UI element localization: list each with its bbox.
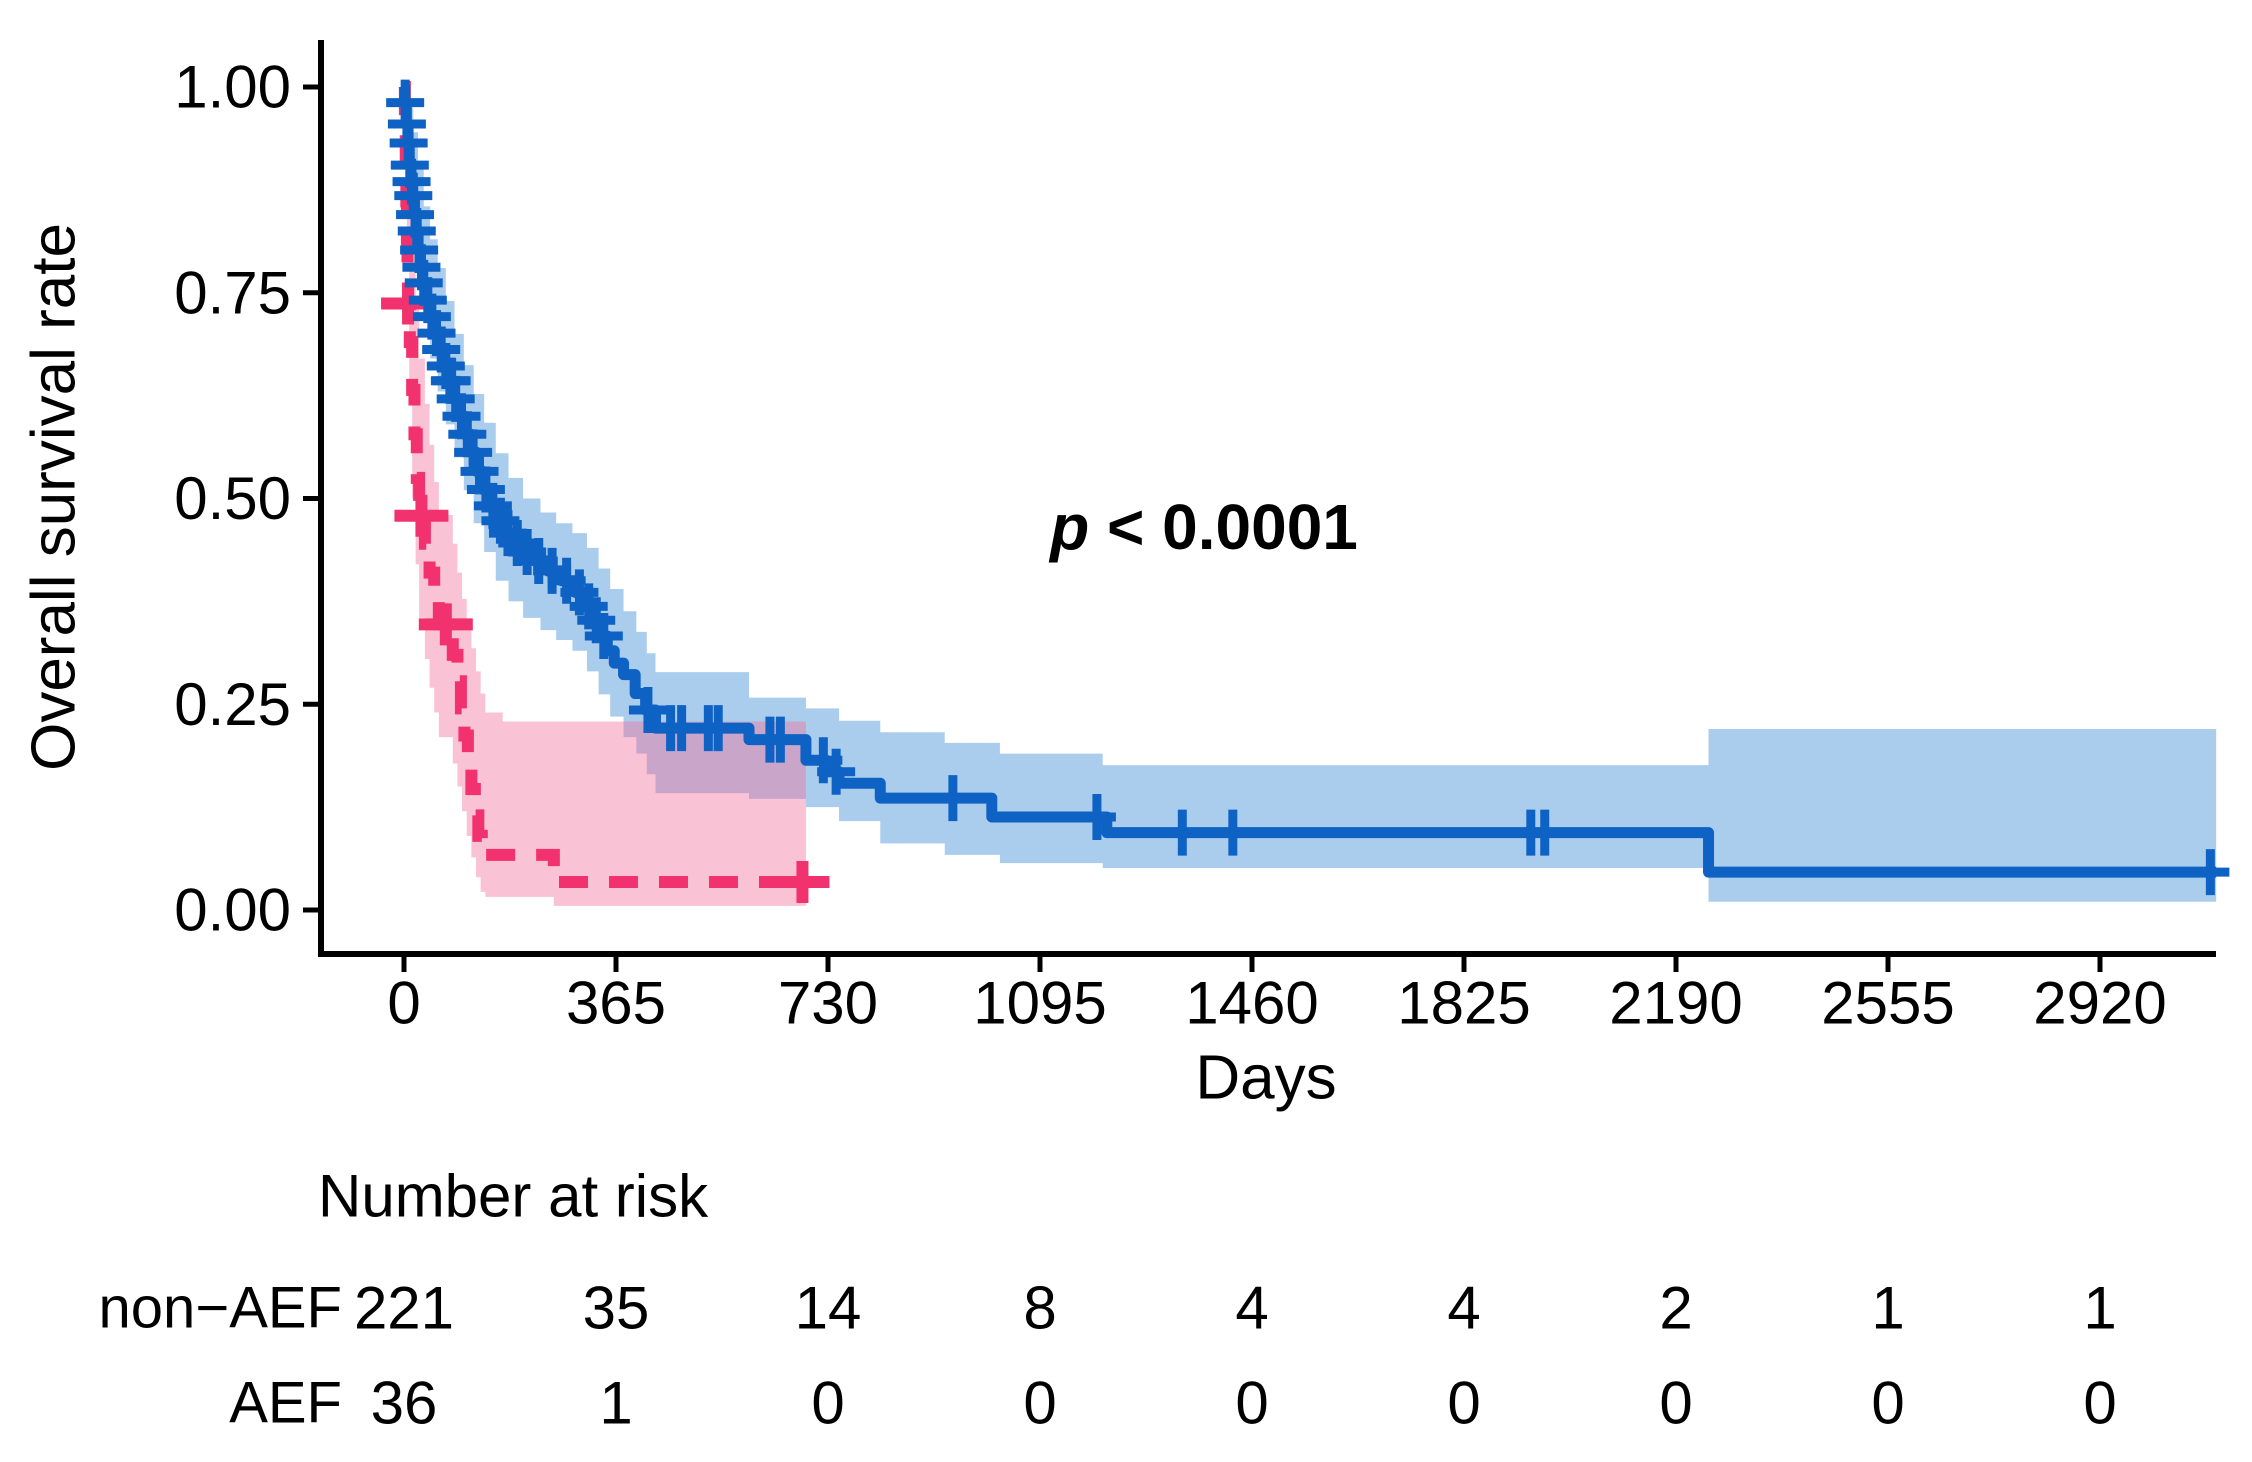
km-curve-aef xyxy=(398,81,811,889)
risk-count-aef: 0 xyxy=(1871,1370,1904,1437)
x-tick-label: 2190 xyxy=(1609,970,1742,1037)
risk-count-aef: 0 xyxy=(2083,1370,2116,1437)
confidence-bands xyxy=(404,87,2217,906)
risk-count-aef: 0 xyxy=(1447,1370,1480,1437)
y-tick-label: 0.25 xyxy=(174,671,291,738)
x-tick-label: 1825 xyxy=(1397,970,1530,1037)
x-tick-label: 365 xyxy=(566,970,666,1037)
risk-count-aef: 0 xyxy=(1235,1370,1268,1437)
p-value-symbol: p xyxy=(1048,491,1089,563)
risk-count-non-aef: 4 xyxy=(1235,1275,1268,1342)
risk-count-non-aef: 8 xyxy=(1023,1275,1056,1342)
x-tick-label: 2920 xyxy=(2033,970,2166,1037)
y-axis-title: Overall survival rate xyxy=(20,223,89,771)
risk-count-non-aef: 2 xyxy=(1659,1275,1692,1342)
x-tick-label: 0 xyxy=(387,970,420,1037)
risk-table-numbers: 221 35 14 8 4 4 2 1 1 36 1 0 0 0 0 0 0 0 xyxy=(354,1275,2117,1437)
y-tick-label: 0.50 xyxy=(174,465,291,532)
x-tick-label: 1095 xyxy=(973,970,1106,1037)
risk-count-non-aef: 35 xyxy=(583,1275,650,1342)
x-axis-ticks: 0 365 730 1095 1460 1825 2190 2555 2920 xyxy=(387,954,2167,1037)
risk-row-label-non-aef: non−AEF xyxy=(99,1276,342,1341)
risk-row-label-aef: AEF xyxy=(229,1371,342,1436)
risk-table-title: Number at risk xyxy=(318,1163,709,1230)
censor-marks-aef xyxy=(381,282,830,904)
y-axis-ticks: 1.00 0.75 0.50 0.25 0.00 xyxy=(174,54,321,944)
x-tick-label: 1460 xyxy=(1185,970,1318,1037)
survival-curves xyxy=(381,79,2230,904)
risk-count-non-aef: 4 xyxy=(1447,1275,1480,1342)
p-value-number: < 0.0001 xyxy=(1089,491,1358,563)
p-value: p < 0.0001 xyxy=(1048,491,1358,563)
risk-count-non-aef: 1 xyxy=(1871,1275,1904,1342)
risk-count-aef: 0 xyxy=(811,1370,844,1437)
x-axis-title: Days xyxy=(1195,1044,1336,1113)
censor-marks-non-aef xyxy=(386,79,2230,896)
risk-count-aef: 0 xyxy=(1659,1370,1692,1437)
y-tick-label: 0.75 xyxy=(174,259,291,326)
risk-count-aef: 0 xyxy=(1023,1370,1056,1437)
confidence-band-non-aef xyxy=(404,87,2217,902)
risk-count-non-aef: 1 xyxy=(2083,1275,2116,1342)
y-tick-label: 1.00 xyxy=(174,54,291,121)
risk-count-non-aef: 14 xyxy=(795,1275,862,1342)
risk-count-non-aef: 221 xyxy=(354,1275,454,1342)
x-tick-label: 730 xyxy=(778,970,878,1037)
confidence-band-aef xyxy=(404,87,806,906)
x-tick-label: 2555 xyxy=(1821,970,1954,1037)
risk-count-aef: 36 xyxy=(371,1370,438,1437)
risk-count-aef: 1 xyxy=(599,1370,632,1437)
y-tick-label: 0.00 xyxy=(174,877,291,944)
